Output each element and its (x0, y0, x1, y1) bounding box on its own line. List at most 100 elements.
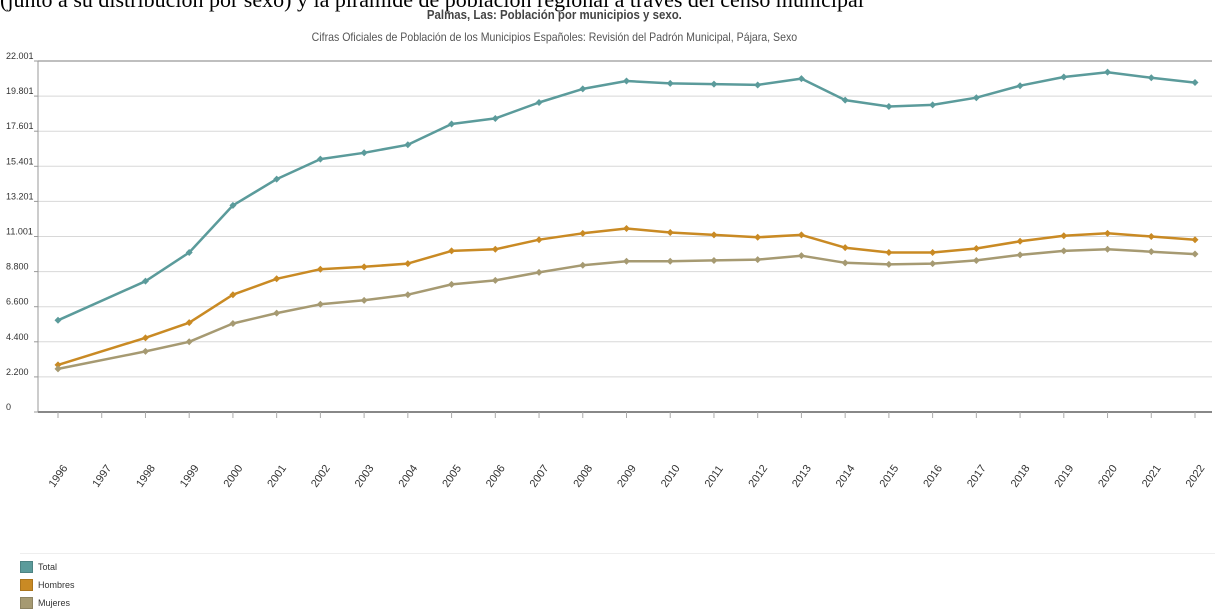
x-tick-label-2020: 2020 (1096, 463, 1120, 490)
page-text-cutoff: (junto a su distribución por sexo) y la … (0, 0, 1215, 13)
point-mujeres-2005 (448, 280, 456, 288)
point-total-2002 (316, 155, 324, 163)
x-tick-label-2018: 2018 (1009, 463, 1033, 490)
x-tick-label-2002: 2002 (309, 463, 333, 490)
x-tick-label-2019: 2019 (1052, 463, 1076, 490)
point-total-2003 (360, 149, 368, 157)
point-mujeres-2008 (579, 261, 587, 269)
x-axis: 1996 1997 1998 1999 2000 2001 2002 2003 2004 2005… (47, 412, 1208, 490)
series-line-hombres (57, 227, 1196, 367)
point-total-1999 (185, 248, 193, 256)
point-mujeres-2002 (316, 300, 324, 308)
point-mujeres-2019 (1060, 247, 1068, 255)
y-tick-label-6: 13.201 (6, 191, 34, 201)
legend-swatch-mujeres (20, 597, 33, 609)
point-mujeres-2015 (885, 260, 893, 268)
point-hombres-2001 (273, 275, 281, 283)
point-mujeres-2013 (797, 252, 805, 260)
legend-item-mujeres[interactable]: Mujeres (20, 594, 1215, 612)
y-tick-label-1: 2.200 (6, 367, 29, 377)
point-total-1998 (141, 277, 149, 285)
x-tick-label-2008: 2008 (571, 463, 595, 490)
point-hombres-2018 (1016, 237, 1024, 245)
point-hombres-2017 (972, 244, 980, 252)
x-tick-label-2003: 2003 (353, 463, 377, 490)
point-hombres-2016 (929, 248, 937, 256)
point-total-2021 (1147, 74, 1155, 82)
x-tick-label-1998: 1998 (134, 463, 158, 490)
point-total-2005 (448, 120, 456, 128)
point-mujeres-2016 (929, 260, 937, 268)
point-total-2015 (885, 102, 893, 110)
point-hombres-2015 (885, 248, 893, 256)
point-hombres-2006 (491, 245, 499, 253)
x-tick-label-2021: 2021 (1140, 463, 1164, 490)
x-tick-label-2005: 2005 (440, 463, 464, 490)
legend-item-hombres[interactable]: Hombres (20, 576, 1215, 594)
x-tick-label-2000: 2000 (222, 463, 246, 490)
point-total-2001 (273, 175, 281, 183)
point-total-2022 (1191, 79, 1199, 87)
point-hombres-2003 (360, 263, 368, 271)
point-total-2016 (929, 101, 937, 109)
point-total-2007 (535, 98, 543, 106)
chart-legend: Total Hombres Mujeres (20, 553, 1215, 612)
x-tick-label-2022: 2022 (1184, 463, 1208, 490)
y-tick-label-5: 11.001 (6, 226, 33, 236)
point-mujeres-2014 (841, 259, 849, 267)
point-mujeres-2022 (1191, 250, 1199, 258)
point-mujeres-2020 (1104, 245, 1112, 253)
x-tick-label-2006: 2006 (484, 463, 508, 490)
point-hombres-2012 (754, 233, 762, 241)
point-total-2006 (491, 114, 499, 122)
point-total-2011 (710, 80, 718, 88)
y-axis: 0 2.200 4.400 6.600 8.800 11.001 13.201 15.401 1… (6, 51, 38, 413)
x-tick-label-2010: 2010 (659, 463, 683, 490)
point-mujeres-2001 (273, 309, 281, 317)
x-tick-label-1997: 1997 (90, 463, 114, 490)
point-hombres-1999 (185, 319, 193, 327)
y-tick-label-4: 8.800 (6, 262, 29, 272)
point-mujeres-2021 (1147, 248, 1155, 256)
point-hombres-2014 (841, 244, 849, 252)
x-tick-label-1996: 1996 (47, 463, 71, 490)
legend-label-mujeres: Mujeres (38, 598, 71, 608)
point-hombres-2013 (797, 231, 805, 239)
point-mujeres-2006 (491, 276, 499, 284)
legend-label-hombres: Hombres (38, 580, 75, 590)
line-chart: 0 2.200 4.400 6.600 8.800 11.001 13.201 15.401 1… (6, 51, 1212, 490)
point-hombres-2019 (1060, 232, 1068, 240)
series-line-total (57, 70, 1196, 322)
point-hombres-2009 (623, 225, 630, 233)
point-mujeres-2011 (710, 256, 718, 264)
x-tick-label-2007: 2007 (528, 463, 552, 490)
point-hombres-2004 (404, 260, 412, 268)
x-tick-label-2017: 2017 (965, 463, 989, 490)
x-tick-label-2004: 2004 (396, 463, 420, 490)
point-total-2020 (1104, 68, 1112, 76)
point-mujeres-2003 (360, 296, 368, 304)
plot-area (54, 68, 1199, 373)
point-mujeres-1999 (185, 338, 193, 346)
legend-item-total[interactable]: Total (20, 558, 1215, 576)
point-total-2000 (229, 201, 237, 209)
point-hombres-2005 (448, 247, 456, 255)
point-total-2019 (1060, 73, 1068, 81)
point-mujeres-2000 (229, 319, 237, 327)
chart-title: Palmas, Las: Población por municipios y … (426, 7, 682, 22)
point-total-2014 (841, 96, 849, 104)
point-hombres-2007 (535, 236, 543, 244)
point-total-2010 (666, 79, 674, 87)
point-total-2012 (754, 81, 762, 89)
point-hombres-1996 (54, 361, 62, 369)
point-mujeres-1996 (54, 365, 62, 373)
point-mujeres-2017 (972, 256, 980, 264)
chart-subtitle: Cifras Oficiales de Población de los Mun… (311, 30, 798, 44)
point-mujeres-2007 (535, 268, 543, 276)
x-tick-label-2015: 2015 (878, 463, 902, 490)
point-mujeres-2018 (1016, 251, 1024, 259)
x-tick-label-2014: 2014 (834, 463, 858, 490)
point-total-1996 (54, 316, 62, 324)
y-tick-label-7: 15.401 (6, 156, 34, 166)
legend-swatch-total (20, 561, 33, 573)
